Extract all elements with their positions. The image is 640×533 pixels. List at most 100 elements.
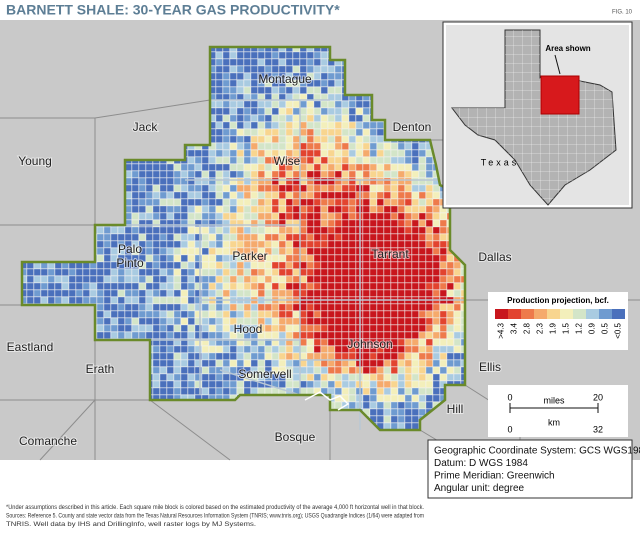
heat-cell — [215, 345, 223, 353]
heat-cell — [418, 205, 426, 213]
heat-cell — [404, 184, 412, 192]
heat-cell — [453, 352, 461, 360]
heat-cell — [453, 373, 461, 381]
heat-cell — [348, 198, 356, 206]
heat-cell — [320, 156, 328, 164]
heat-cell — [313, 191, 321, 199]
heat-cell — [285, 170, 293, 178]
heat-cell — [313, 114, 321, 122]
heat-cell — [243, 240, 251, 248]
heat-cell — [327, 359, 335, 367]
heat-cell — [250, 58, 258, 66]
heat-cell — [411, 282, 419, 290]
heat-cell — [236, 219, 244, 227]
heat-cell — [432, 345, 440, 353]
heat-cell — [173, 198, 181, 206]
heat-cell — [313, 47, 321, 52]
heat-cell — [404, 422, 412, 430]
heat-cell — [299, 184, 307, 192]
heat-cell — [96, 268, 104, 276]
heat-cell — [425, 212, 433, 220]
heat-cell — [348, 345, 356, 353]
heat-cell — [131, 310, 139, 318]
heat-cell — [250, 387, 258, 395]
heat-cell — [201, 324, 209, 332]
heat-cell — [180, 163, 188, 171]
heat-cell — [327, 128, 335, 136]
heat-cell — [285, 310, 293, 318]
heat-cell — [418, 184, 426, 192]
heat-cell — [348, 177, 356, 185]
heat-cell — [320, 324, 328, 332]
heat-cell — [411, 415, 419, 423]
heat-cell — [285, 100, 293, 108]
heat-cell — [341, 198, 349, 206]
heat-cell — [292, 205, 300, 213]
heat-cell — [292, 373, 300, 381]
heat-cell — [327, 177, 335, 185]
heat-cell — [271, 184, 279, 192]
heat-cell — [180, 177, 188, 185]
heat-cell — [425, 275, 433, 283]
heat-cell — [264, 72, 272, 80]
heat-cell — [327, 205, 335, 213]
heat-cell — [243, 149, 251, 157]
heat-cell — [390, 366, 398, 374]
heat-cell — [292, 114, 300, 122]
heat-cell — [229, 212, 237, 220]
heat-cell — [40, 289, 48, 297]
heat-cell — [243, 51, 251, 59]
county-label: Hood — [234, 322, 263, 336]
heat-cell — [264, 170, 272, 178]
heat-cell — [96, 303, 104, 311]
heat-cell — [320, 226, 328, 234]
heat-cell — [243, 121, 251, 129]
heat-cell — [117, 261, 125, 269]
heat-cell — [61, 296, 69, 304]
heat-cell — [110, 303, 118, 311]
heat-cell — [215, 163, 223, 171]
heat-cell — [313, 254, 321, 262]
heat-cell — [285, 345, 293, 353]
heat-cell — [117, 324, 125, 332]
heat-cell — [229, 65, 237, 73]
heat-cell — [138, 317, 146, 325]
heat-cell — [299, 338, 307, 346]
heat-cell — [453, 366, 461, 374]
heat-cell — [124, 254, 132, 262]
heat-cell — [159, 219, 167, 227]
heat-cell — [215, 177, 223, 185]
heat-cell — [222, 156, 230, 164]
heat-cell — [222, 373, 230, 381]
legend: >4.3 3.4 2.8 2.3 1.9 1.5 1.2 0.9 0.5 <0.5 — [495, 309, 625, 339]
heat-cell — [425, 226, 433, 234]
heat-cell — [103, 247, 111, 255]
heat-cell — [103, 324, 111, 332]
heat-cell — [397, 198, 405, 206]
heat-cell — [306, 128, 314, 136]
heat-cell — [446, 324, 454, 332]
heat-cell — [208, 254, 216, 262]
heat-cell — [355, 121, 363, 129]
heat-cell — [236, 163, 244, 171]
heat-cell — [229, 310, 237, 318]
heat-cell — [236, 205, 244, 213]
heat-cell — [145, 317, 153, 325]
heat-cell — [390, 401, 398, 409]
heat-cell — [124, 310, 132, 318]
heat-cell — [159, 373, 167, 381]
heat-cell — [425, 289, 433, 297]
heat-cell — [334, 107, 342, 115]
heat-cell — [306, 205, 314, 213]
heat-cell — [222, 338, 230, 346]
heat-cell — [187, 380, 195, 388]
heat-cell — [229, 184, 237, 192]
heat-cell — [362, 114, 370, 122]
heat-cell — [243, 275, 251, 283]
heat-cell — [348, 254, 356, 262]
heat-cell — [285, 212, 293, 220]
heat-cell — [397, 275, 405, 283]
heat-cell — [369, 233, 377, 241]
heat-cell — [334, 240, 342, 248]
heat-cell — [397, 303, 405, 311]
